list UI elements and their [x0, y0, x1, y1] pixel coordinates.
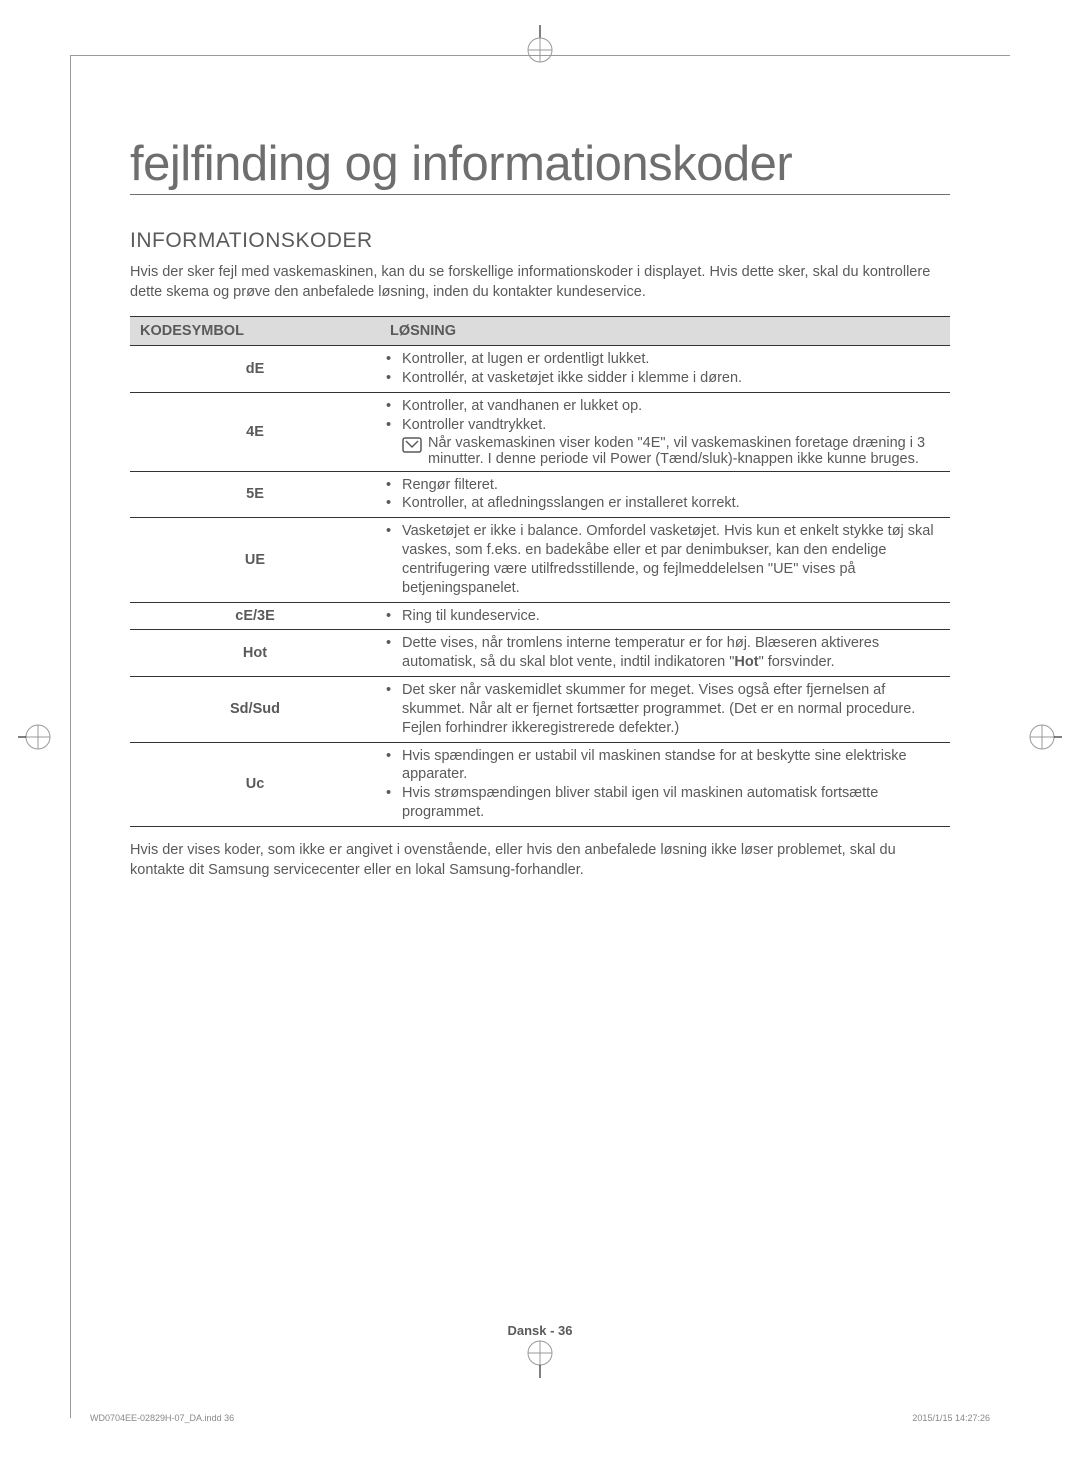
solution-cell: Dette vises, når tromlens interne temper…	[380, 630, 950, 677]
solution-cell: Vasketøjet er ikke i balance. Omfordel v…	[380, 518, 950, 602]
solution-item: Det sker når vaskemidlet skummer for meg…	[380, 681, 944, 738]
solution-item: Hvis spændingen er ustabil vil maskinen …	[380, 747, 944, 785]
footer-meta: WD0704EE-02829H-07_DA.indd 36 2015/1/15 …	[90, 1413, 990, 1423]
frame-line	[70, 55, 71, 1418]
solution-cell: Ring til kundeservice.	[380, 602, 950, 630]
footer-timestamp: 2015/1/15 14:27:26	[912, 1413, 990, 1423]
crop-mark-bottom	[520, 1338, 560, 1378]
table-row: dEKontroller, at lugen er ordentligt luk…	[130, 346, 950, 393]
crop-mark-right	[1022, 717, 1062, 757]
crop-mark-left	[18, 717, 58, 757]
solution-item: Kontroller, at afledningsslangen er inst…	[380, 494, 944, 513]
solution-item: Ring til kundeservice.	[380, 607, 944, 626]
code-cell: cE/3E	[130, 602, 380, 630]
solution-cell: Det sker når vaskemidlet skummer for meg…	[380, 677, 950, 743]
note-icon	[402, 437, 422, 455]
crop-mark-top	[520, 25, 560, 65]
intro-text: Hvis der sker fejl med vaskemaskinen, ka…	[130, 263, 950, 302]
table-row: 4EKontroller, at vandhanen er lukket op.…	[130, 392, 950, 471]
solution-cell: Kontroller, at vandhanen er lukket op.Ko…	[380, 392, 950, 471]
code-cell: Uc	[130, 742, 380, 826]
solution-cell: Hvis spændingen er ustabil vil maskinen …	[380, 742, 950, 826]
code-cell: Hot	[130, 630, 380, 677]
solution-item: Hvis strømspændingen bliver stabil igen …	[380, 784, 944, 822]
code-cell: 4E	[130, 392, 380, 471]
table-row: UEVasketøjet er ikke i balance. Omfordel…	[130, 518, 950, 602]
outro-text: Hvis der vises koder, som ikke er angive…	[130, 841, 950, 880]
solution-item: Vasketøjet er ikke i balance. Omfordel v…	[380, 522, 944, 597]
solution-item: Kontroller, at vandhanen er lukket op.	[380, 397, 944, 416]
section-heading: INFORMATIONSKODER	[130, 229, 950, 253]
table-row: 5ERengør filteret.Kontroller, at afledni…	[130, 471, 950, 518]
solution-cell: Rengør filteret.Kontroller, at afledning…	[380, 471, 950, 518]
solution-item: Kontroller vandtrykket.	[380, 416, 944, 435]
table-header-code: KODESYMBOL	[130, 317, 380, 346]
table-row: HotDette vises, når tromlens interne tem…	[130, 630, 950, 677]
code-cell: Sd/Sud	[130, 677, 380, 743]
footer-page-number: Dansk - 36	[0, 1323, 1080, 1338]
page-title: fejlfinding og informationskoder	[130, 136, 950, 195]
code-cell: dE	[130, 346, 380, 393]
code-cell: 5E	[130, 471, 380, 518]
footer-file: WD0704EE-02829H-07_DA.indd 36	[90, 1413, 234, 1423]
code-cell: UE	[130, 518, 380, 602]
frame-line	[70, 55, 1010, 56]
solution-item: Dette vises, når tromlens interne temper…	[380, 634, 944, 672]
solution-item: Rengør filteret.	[380, 476, 944, 495]
solution-cell: Kontroller, at lugen er ordentligt lukke…	[380, 346, 950, 393]
solution-item: Kontrollér, at vasketøjet ikke sidder i …	[380, 369, 944, 388]
table-row: cE/3ERing til kundeservice.	[130, 602, 950, 630]
icon-note: Når vaskemaskinen viser koden "4E", vil …	[380, 435, 944, 467]
table-header-solution: LØSNING	[380, 317, 950, 346]
table-row: Sd/SudDet sker når vaskemidlet skummer f…	[130, 677, 950, 743]
solution-item: Kontroller, at lugen er ordentligt lukke…	[380, 350, 944, 369]
table-row: UcHvis spændingen er ustabil vil maskine…	[130, 742, 950, 826]
page-content: fejlfinding og informationskoder INFORMA…	[0, 0, 1080, 940]
error-codes-table: KODESYMBOL LØSNING dEKontroller, at luge…	[130, 316, 950, 827]
